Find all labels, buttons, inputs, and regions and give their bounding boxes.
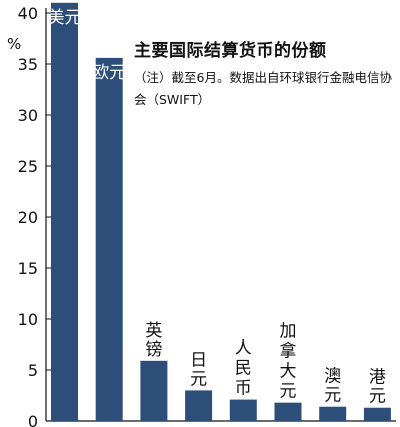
category-label: 美元 — [48, 8, 82, 28]
y-tick-label: 40 — [18, 4, 38, 23]
y-tick-label: 35 — [18, 55, 38, 74]
bar — [319, 406, 347, 421]
category-label: 欧元 — [92, 63, 126, 83]
category-label: 英镑 — [145, 321, 162, 360]
y-axis-unit-label: % — [7, 35, 22, 53]
bar — [95, 57, 123, 421]
y-tick-label: 20 — [18, 208, 38, 227]
category-label: 港元 — [369, 368, 386, 407]
bar — [274, 402, 302, 421]
y-tick-label: 25 — [18, 157, 38, 176]
bar — [185, 390, 213, 421]
y-tick-label: 10 — [18, 310, 38, 329]
y-tick-label: 30 — [18, 106, 38, 125]
y-tick-label: 5 — [28, 361, 38, 380]
bar — [51, 2, 78, 422]
category-label: 人民币 — [235, 339, 252, 399]
bar — [363, 407, 391, 421]
category-label: 加拿大元 — [280, 322, 297, 402]
chart-title: 主要国际结算货币的份额 — [134, 41, 327, 61]
chart-note: （注）截至6月。数据出自环球银行金融电信协会（SWIFT） — [134, 70, 392, 107]
y-tick-label: 15 — [18, 259, 38, 278]
category-label: 日元 — [190, 350, 207, 389]
category-label: 澳元 — [324, 367, 341, 406]
bar — [229, 399, 257, 421]
y-tick-label: 0 — [28, 412, 38, 427]
bar — [140, 360, 168, 421]
